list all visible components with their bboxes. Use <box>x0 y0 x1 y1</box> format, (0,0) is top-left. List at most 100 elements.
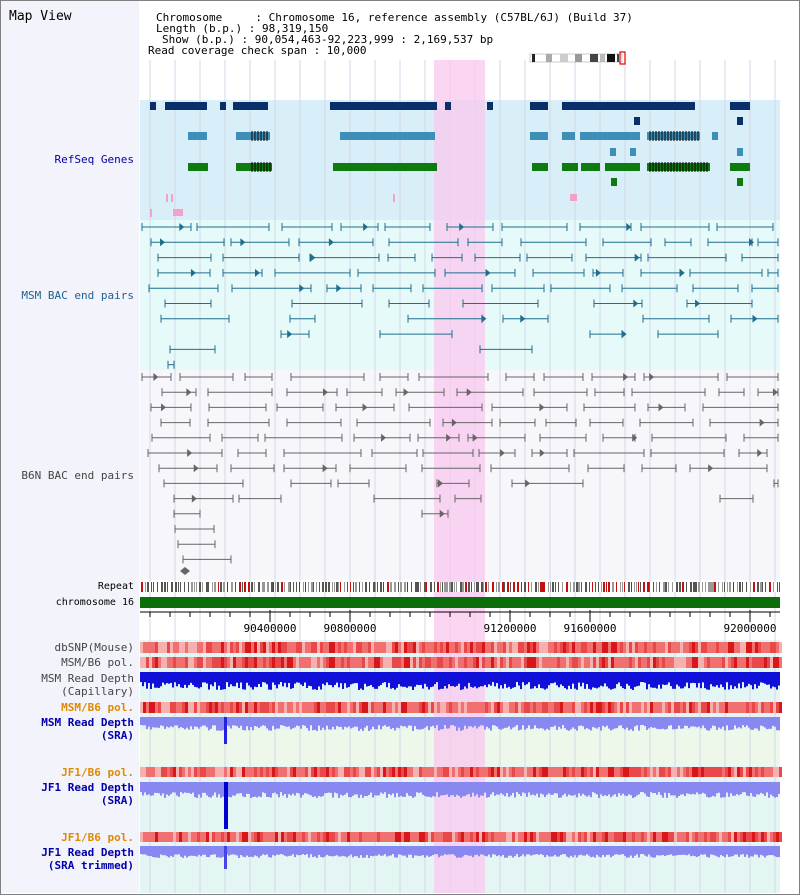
gene-exon[interactable] <box>581 163 600 171</box>
gene-exon[interactable] <box>220 102 226 110</box>
heat-cell <box>383 642 386 653</box>
heat-cell <box>155 657 158 668</box>
depth-bar <box>708 717 710 731</box>
gene-exon[interactable] <box>562 102 695 110</box>
gene-exon[interactable] <box>188 132 207 140</box>
gene-exon[interactable] <box>233 102 268 110</box>
depth-bar <box>440 717 442 730</box>
msm-bac-label[interactable]: MSM BAC end pairs <box>21 289 134 302</box>
gene-exon[interactable] <box>333 163 437 171</box>
heat-cell <box>770 702 773 713</box>
heat-cell <box>221 832 224 842</box>
repeat-mark <box>239 582 241 592</box>
heat-cell <box>422 702 425 713</box>
heat-cell <box>635 832 638 842</box>
depth-bar <box>220 672 222 690</box>
b6n-bac-glyphs[interactable] <box>141 373 779 575</box>
heat-cell <box>383 702 386 713</box>
gene-exon[interactable] <box>445 102 451 110</box>
heat-cell <box>254 832 257 842</box>
heat-cell <box>296 657 299 668</box>
depth-bar <box>468 672 470 683</box>
depth-bar <box>322 672 324 684</box>
depth-bar <box>256 846 258 857</box>
depth-bar <box>756 846 758 855</box>
msm-bac-glyphs[interactable] <box>141 223 779 369</box>
gene-exon[interactable] <box>487 102 493 110</box>
heat-cell <box>569 642 572 653</box>
depth-bar <box>448 782 450 797</box>
gene-exon[interactable] <box>330 102 336 110</box>
depth-bar <box>204 782 206 793</box>
depth-bar <box>244 717 246 731</box>
gene-exon[interactable] <box>165 102 207 110</box>
depth-bar <box>596 672 598 689</box>
heat-cell <box>467 702 470 713</box>
b6n-bac-label[interactable]: B6N BAC end pairs <box>21 469 134 482</box>
heat-cell <box>530 832 533 842</box>
depth-bar <box>614 782 616 795</box>
depth-bar <box>624 672 626 689</box>
heat-cell <box>374 657 377 668</box>
heat-cell <box>323 702 326 713</box>
heat-cell <box>647 642 650 653</box>
depth-bar <box>524 782 526 794</box>
refseq-gene-glyphs[interactable] <box>150 102 750 217</box>
depth-bar <box>320 846 322 857</box>
heat-cell <box>320 642 323 653</box>
repeat-mark <box>531 582 532 592</box>
depth-bar <box>444 782 446 796</box>
gene-exon[interactable] <box>562 163 578 171</box>
repeat-mark <box>606 582 607 592</box>
heat-cell <box>635 702 638 713</box>
depth-bar <box>532 782 534 795</box>
gene-exon[interactable] <box>730 102 750 110</box>
gene-exon[interactable] <box>730 163 750 171</box>
heat-cell <box>590 657 593 668</box>
gene-exon[interactable] <box>562 132 575 140</box>
depth-bar <box>152 846 154 858</box>
gene-exon[interactable] <box>605 163 640 171</box>
depth-bar <box>316 846 318 858</box>
gene-exon[interactable] <box>236 132 270 140</box>
gene-exon[interactable] <box>333 102 437 110</box>
depth-bar <box>454 672 456 687</box>
depth-bar <box>410 846 412 855</box>
depth-bar <box>516 846 518 855</box>
depth-bar <box>714 846 716 856</box>
gene-exon[interactable] <box>236 163 272 171</box>
depth-bar <box>490 782 492 795</box>
depth-bar <box>778 846 780 858</box>
heat-cell <box>614 642 617 653</box>
depth-bar <box>176 672 178 687</box>
depth-bar <box>500 782 502 794</box>
gene-exon[interactable] <box>580 132 640 140</box>
gene-exon[interactable] <box>530 102 548 110</box>
gene-exon[interactable] <box>340 132 435 140</box>
heat-cell <box>425 767 428 777</box>
gene-exon[interactable] <box>188 163 208 171</box>
refseq-genes-label[interactable]: RefSeq Genes <box>54 153 134 166</box>
repeat-mark <box>570 582 571 592</box>
chromosome-ideogram[interactable] <box>529 51 626 65</box>
heat-cell <box>461 832 464 842</box>
gene-exon[interactable] <box>532 163 548 171</box>
heat-cell <box>233 702 236 713</box>
depth-bar <box>634 846 636 856</box>
gene-exon[interactable] <box>647 163 710 171</box>
highlight-region[interactable] <box>434 60 485 893</box>
heat-cell <box>587 657 590 668</box>
depth-bar <box>616 846 618 855</box>
depth-bar <box>234 782 236 796</box>
repeat-mark <box>365 582 367 592</box>
depth-bar <box>282 782 284 796</box>
repeat-mark <box>322 582 324 592</box>
gene-exon[interactable] <box>712 132 718 140</box>
gene-exon[interactable] <box>530 132 548 140</box>
chromosome-bar <box>140 597 780 608</box>
heat-cell <box>611 767 614 777</box>
heat-cell <box>740 702 743 713</box>
heat-cell <box>380 702 383 713</box>
heat-cell <box>746 767 749 777</box>
